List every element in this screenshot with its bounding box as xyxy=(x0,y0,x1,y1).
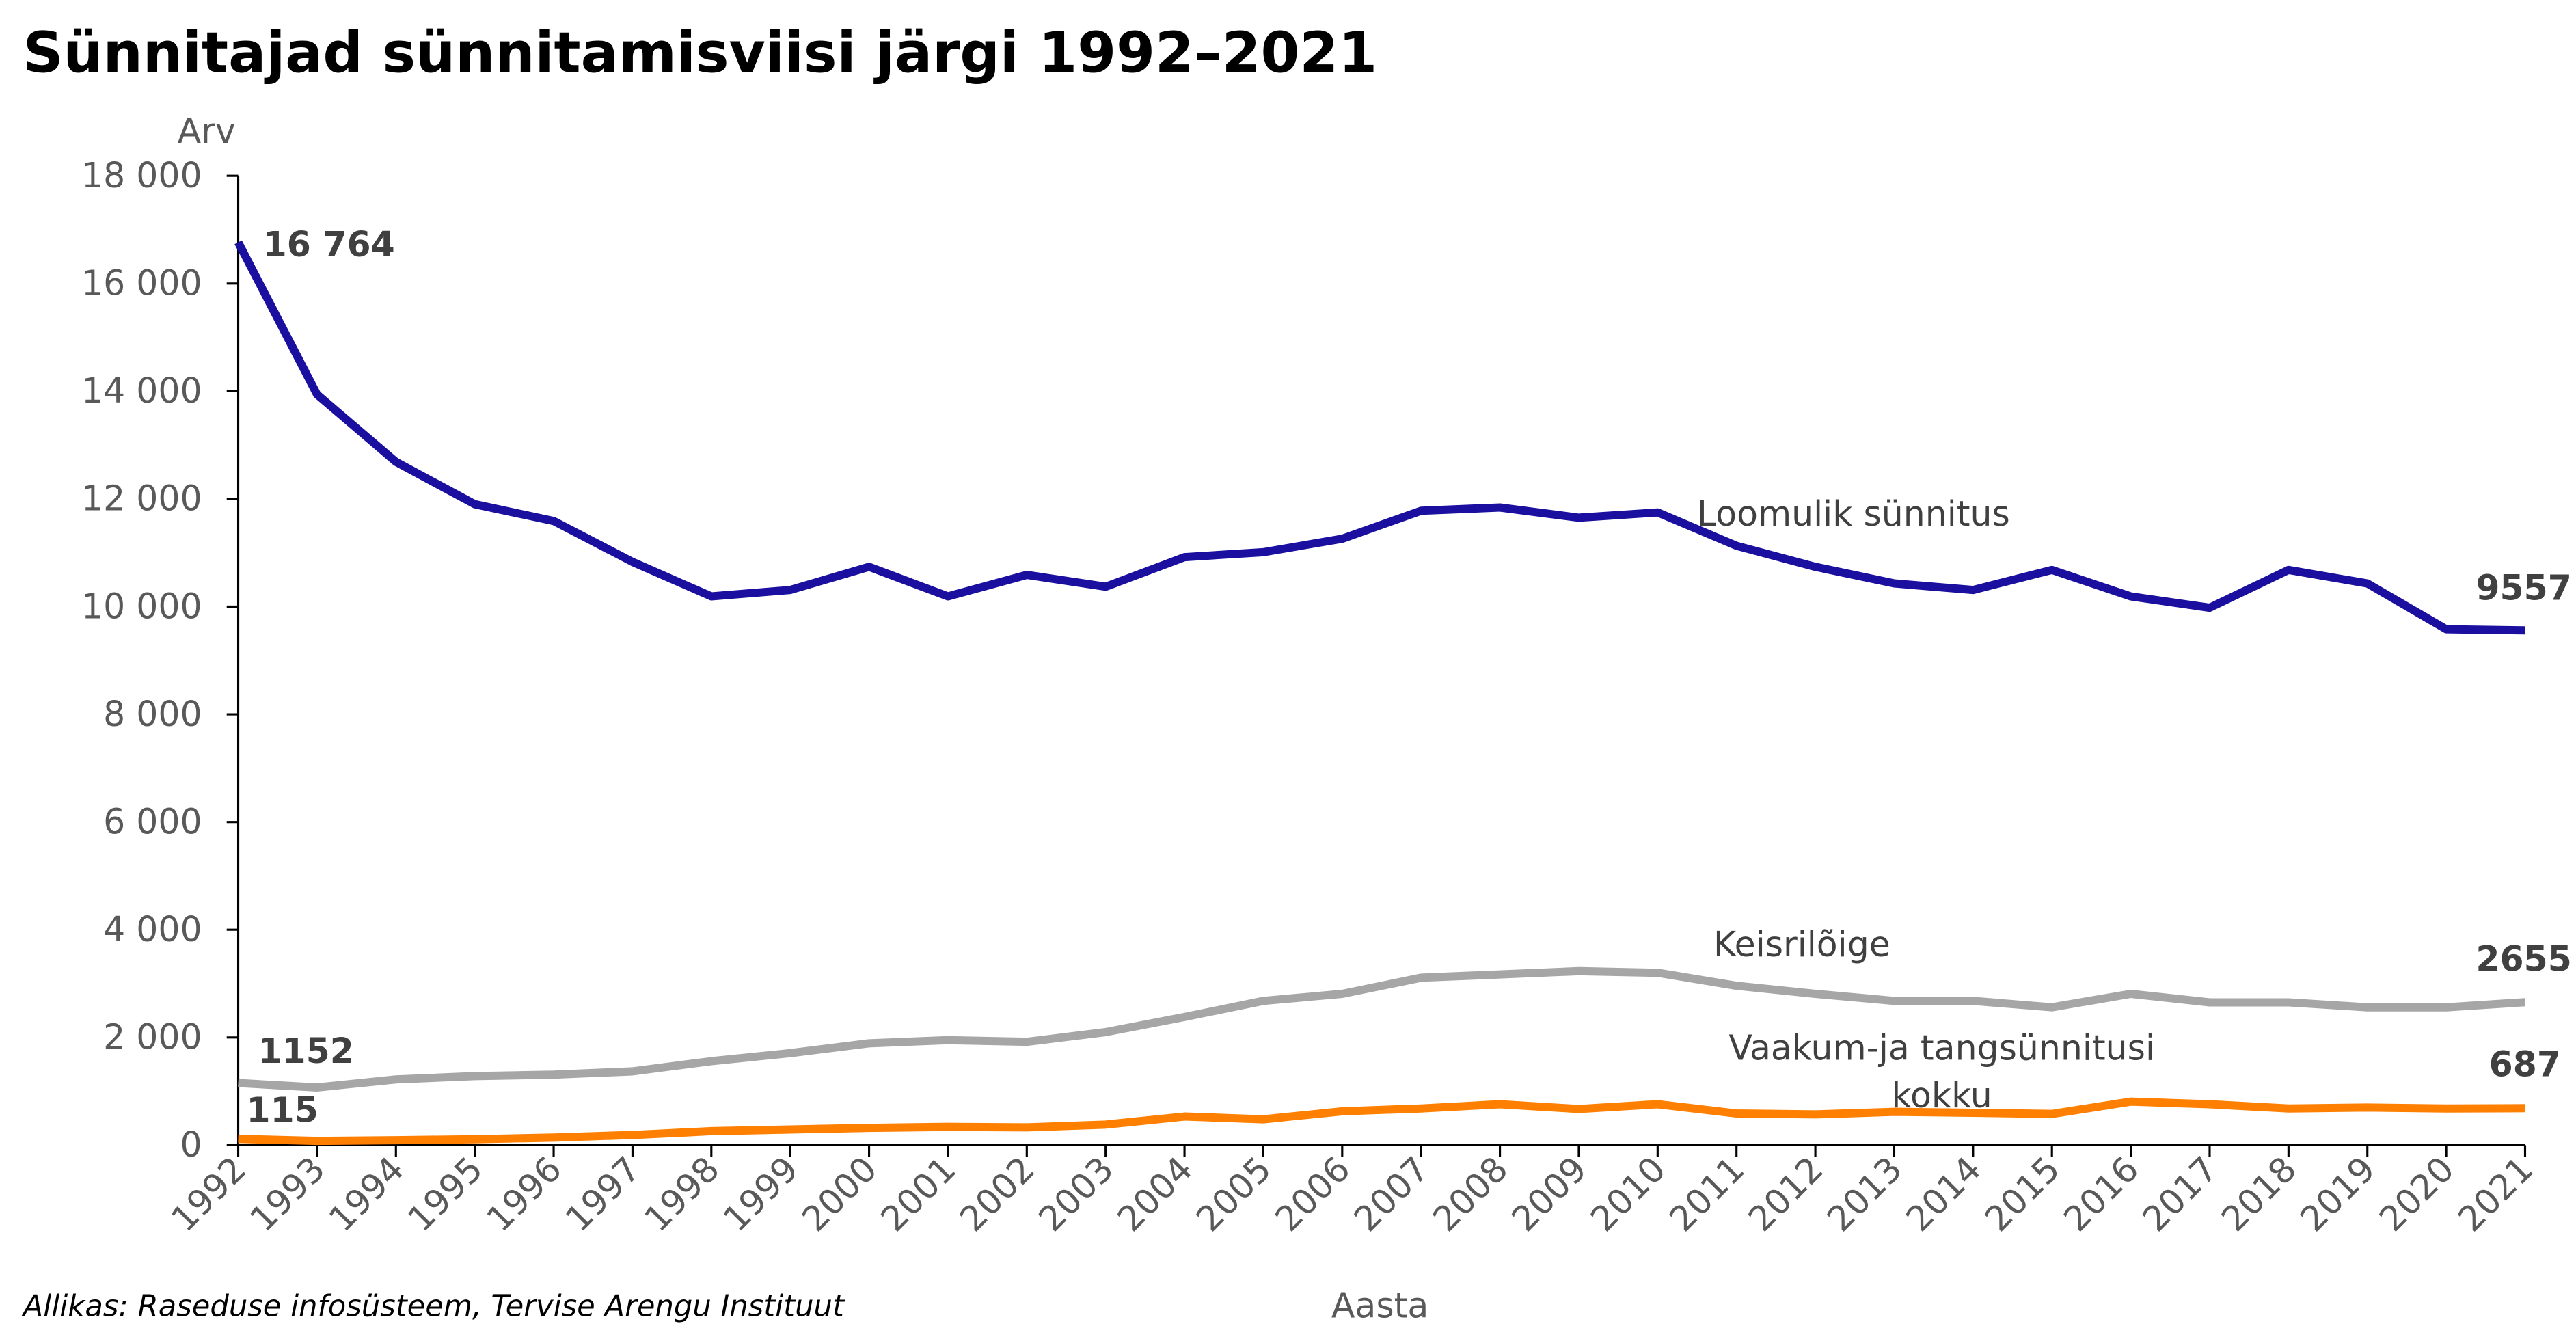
x-tick-label: 2021 xyxy=(2450,1149,2541,1240)
x-tick-label: 2011 xyxy=(1662,1149,1752,1240)
x-tick-label: 2018 xyxy=(2214,1149,2305,1240)
data-label-keisri-first: 1152 xyxy=(258,1031,353,1071)
x-tick-label: 2014 xyxy=(1898,1149,1989,1240)
x-tick-label: 2013 xyxy=(1819,1149,1910,1240)
data-label-keisri-last: 2655 xyxy=(2476,939,2571,979)
series-label-vaakum-line1: Vaakum-ja tangsünnitusi xyxy=(1728,1027,2155,1068)
series-label-vaakum-line2: kokku xyxy=(1892,1075,1992,1115)
x-tick-label: 2010 xyxy=(1583,1149,1674,1240)
y-axis-label: Arv xyxy=(178,111,236,151)
series-line-0 xyxy=(234,240,2525,635)
y-tick-label: 10 000 xyxy=(81,586,202,626)
y-tick-label: 8 000 xyxy=(103,694,202,734)
data-label-vaakum-last: 687 xyxy=(2489,1044,2561,1084)
x-tick-label: 1996 xyxy=(478,1149,569,1240)
x-tick-label: 2002 xyxy=(952,1149,1043,1240)
x-tick-label: 2019 xyxy=(2292,1149,2383,1240)
x-tick-label: 1992 xyxy=(163,1149,254,1240)
x-tick-label: 2000 xyxy=(794,1149,885,1240)
y-tick-label: 12 000 xyxy=(81,478,202,519)
x-tick-label: 2007 xyxy=(1346,1149,1437,1240)
y-tick-label: 0 xyxy=(180,1124,202,1165)
x-tick-label: 2004 xyxy=(1109,1149,1200,1240)
series-line-2 xyxy=(238,1097,2525,1146)
y-tick-label: 6 000 xyxy=(103,801,202,841)
x-tick-label: 2001 xyxy=(873,1149,964,1240)
x-tick-label: 1997 xyxy=(558,1149,649,1240)
series-line-1 xyxy=(238,966,2525,1092)
x-tick-label: 2017 xyxy=(2134,1149,2225,1240)
x-tick-label: 1999 xyxy=(716,1149,806,1240)
x-tick-label: 1994 xyxy=(321,1149,412,1240)
y-tick-label: 18 000 xyxy=(81,155,202,195)
x-tick-label: 1998 xyxy=(636,1149,727,1240)
data-label-loomulik-last: 9557 xyxy=(2476,567,2571,608)
x-tick-label: 1995 xyxy=(400,1149,491,1240)
y-tick-label: 16 000 xyxy=(81,263,202,303)
x-tick-label: 2005 xyxy=(1189,1149,1279,1240)
y-tick-label: 2 000 xyxy=(103,1017,202,1057)
x-tick-label: 2003 xyxy=(1031,1149,1122,1240)
data-label-loomulik-first: 16 764 xyxy=(263,224,395,265)
x-tick-label: 1993 xyxy=(242,1149,333,1240)
series-label-keisriloige: Keisrilõige xyxy=(1713,924,1890,964)
x-tick-label: 2015 xyxy=(1977,1149,2068,1240)
y-tick-label: 14 000 xyxy=(81,370,202,411)
x-tick-label: 2020 xyxy=(2371,1149,2462,1240)
y-tick-label: 4 000 xyxy=(103,909,202,949)
series-label-loomulik: Loomulik sünnitus xyxy=(1697,493,2010,534)
chart-title: Sünnitajad sünnitamisviisi järgi 1992–20… xyxy=(23,21,1377,86)
x-axis-label: Aasta xyxy=(1331,1286,1428,1326)
x-tick-label: 2006 xyxy=(1267,1149,1358,1240)
x-tick-label: 2012 xyxy=(1740,1149,1831,1240)
x-tick-label: 2009 xyxy=(1504,1149,1595,1240)
data-label-vaakum-first: 115 xyxy=(247,1090,318,1131)
x-tick-label: 2008 xyxy=(1425,1149,1516,1240)
x-tick-label: 2016 xyxy=(2056,1149,2147,1240)
source-note: Allikas: Raseduse infosüsteem, Tervise A… xyxy=(21,1289,845,1323)
